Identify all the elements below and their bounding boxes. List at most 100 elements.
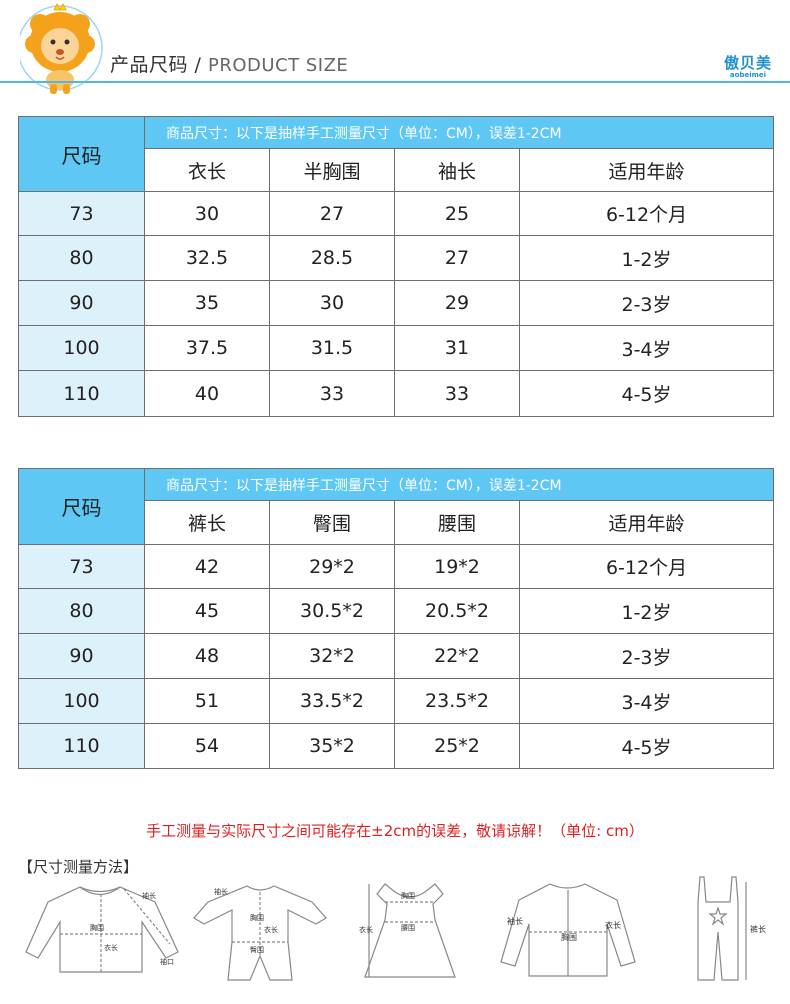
column-header: 腰围 [394, 500, 520, 545]
size-table-tops: 尺码 商品尺寸：以下是抽样手工测量尺寸（单位：CM），误差1-2CM 衣长 半胸… [18, 116, 775, 417]
label-sleeve: 袖长 [507, 916, 523, 926]
table-cell: 35*2 [269, 723, 395, 769]
table-row: 110 54 35*2 25*2 4-5岁 [18, 723, 775, 769]
label-sleeve: 袖长 [214, 887, 228, 896]
table-cell: 27 [269, 191, 395, 236]
label-length: 衣长 [605, 920, 621, 930]
table-cell: 29*2 [269, 544, 395, 589]
column-header: 适用年龄 [518, 500, 775, 545]
table-cell: 42 [144, 544, 270, 589]
table-cell: 37.5 [144, 325, 270, 371]
table-cell: 33.5*2 [269, 678, 395, 724]
label-hip: 臀围 [250, 946, 264, 954]
table-row: 80 32.5 28.5 27 1-2岁 [18, 235, 775, 281]
table-cell: 30 [269, 280, 395, 326]
page-header: 产品尺码 / PRODUCT SIZE 傲贝美 aobeimei [0, 0, 790, 110]
table-note: 商品尺寸：以下是抽样手工测量尺寸（单位：CM），误差1-2CM [143, 468, 775, 501]
table-cell: 31 [394, 325, 520, 371]
table-cell: 30 [144, 191, 270, 236]
size-cell: 73 [18, 544, 145, 589]
table-cell: 2-3岁 [518, 633, 775, 679]
size-cell: 110 [18, 370, 145, 417]
table-cell: 1-2岁 [518, 588, 775, 634]
table-row: 80 45 30.5*2 20.5*2 1-2岁 [18, 588, 775, 634]
label-pants-length: 裤长 [750, 924, 766, 934]
column-header: 适用年龄 [518, 148, 775, 192]
label-chest: 胸围 [561, 932, 577, 942]
size-cell: 100 [18, 678, 145, 724]
overalls-diagram: 裤长 [697, 876, 766, 981]
label-cuff: 袖口 [160, 957, 174, 966]
table-cell: 4-5岁 [518, 370, 775, 417]
brand-subname: aobeimei [729, 71, 767, 79]
size-cell: 73 [18, 191, 145, 236]
table-row: 100 37.5 31.5 31 3-4岁 [18, 325, 775, 371]
table-cell: 19*2 [394, 544, 520, 589]
table-cell: 35 [144, 280, 270, 326]
table-cell: 48 [144, 633, 270, 679]
table-row: 110 40 33 33 4-5岁 [18, 370, 775, 417]
shirt-diagram: 袖长 胸围 衣长 袖口 [25, 886, 179, 973]
size-cell: 90 [18, 280, 145, 326]
column-header: 衣长 [144, 148, 270, 192]
measurement-method-title: 【尺寸测量方法】 [18, 858, 139, 876]
table-cell: 3-4岁 [518, 325, 775, 371]
page-title: 产品尺码 / PRODUCT SIZE [110, 50, 348, 77]
table-row: 73 42 29*2 19*2 6-12个月 [18, 544, 775, 589]
size-cell: 80 [18, 235, 145, 281]
table-cell: 32*2 [269, 633, 395, 679]
table-cell: 31.5 [269, 325, 395, 371]
table-cell: 29 [394, 280, 520, 326]
table-cell: 33 [394, 370, 520, 417]
table-cell: 30.5*2 [269, 588, 395, 634]
table-cell: 20.5*2 [394, 588, 520, 634]
label-chest: 胸围 [90, 923, 104, 932]
title-cn: 产品尺码 / [110, 54, 202, 76]
table-row: 90 48 32*2 22*2 2-3岁 [18, 633, 775, 679]
column-header: 半胸围 [269, 148, 395, 192]
label-sleeve: 袖长 [142, 891, 156, 900]
lion-mascot-logo [20, 3, 103, 94]
table-cell: 25*2 [394, 723, 520, 769]
size-cell: 90 [18, 633, 145, 679]
table-cell: 6-12个月 [518, 544, 775, 589]
column-header: 臀围 [269, 500, 395, 545]
table-cell: 40 [144, 370, 270, 417]
table-cell: 28.5 [269, 235, 395, 281]
header-divider [0, 81, 790, 83]
size-header: 尺码 [18, 468, 145, 545]
table-cell: 22*2 [394, 633, 520, 679]
table-cell: 51 [144, 678, 270, 724]
column-header: 裤长 [144, 500, 270, 545]
size-table-pants: 尺码 商品尺寸：以下是抽样手工测量尺寸（单位：CM），误差1-2CM 裤长 臀围… [18, 468, 775, 769]
table-cell: 25 [394, 191, 520, 236]
table-row: 90 35 30 29 2-3岁 [18, 280, 775, 326]
table-cell: 27 [394, 235, 520, 281]
label-chest: 胸围 [250, 913, 264, 922]
size-cell: 110 [18, 723, 145, 769]
brand-logo: 傲贝美 aobeimei [724, 52, 772, 79]
size-cell: 80 [18, 588, 145, 634]
table-cell: 45 [144, 588, 270, 634]
table-row: 73 30 27 25 6-12个月 [18, 191, 775, 236]
label-chest: 胸围 [401, 891, 415, 900]
table-cell: 54 [144, 723, 270, 769]
table-cell: 3-4岁 [518, 678, 775, 724]
romper-diagram: 袖长 胸围 衣长 臀围 [193, 885, 327, 981]
dress-diagram: 胸围 腰围 衣长 [359, 883, 456, 978]
table-cell: 33 [269, 370, 395, 417]
table-cell: 32.5 [144, 235, 270, 281]
label-waist: 腰围 [401, 924, 415, 932]
table-cell: 6-12个月 [518, 191, 775, 236]
brand-name: 傲贝美 [723, 54, 772, 72]
size-header: 尺码 [18, 116, 145, 192]
title-en: PRODUCT SIZE [208, 55, 349, 76]
label-length: 衣长 [359, 925, 373, 934]
jacket-diagram: 袖长 衣长 胸围 [500, 883, 636, 977]
table-row: 100 51 33.5*2 23.5*2 3-4岁 [18, 678, 775, 724]
table-note: 商品尺寸：以下是抽样手工测量尺寸（单位：CM），误差1-2CM [143, 116, 775, 149]
measurement-warning: 手工测量与实际尺寸之间可能存在±2cm的误差，敬请谅解！（单位: cm） [146, 822, 644, 840]
label-length: 衣长 [264, 925, 278, 934]
table-cell: 1-2岁 [518, 235, 775, 281]
label-length: 衣长 [104, 943, 118, 952]
